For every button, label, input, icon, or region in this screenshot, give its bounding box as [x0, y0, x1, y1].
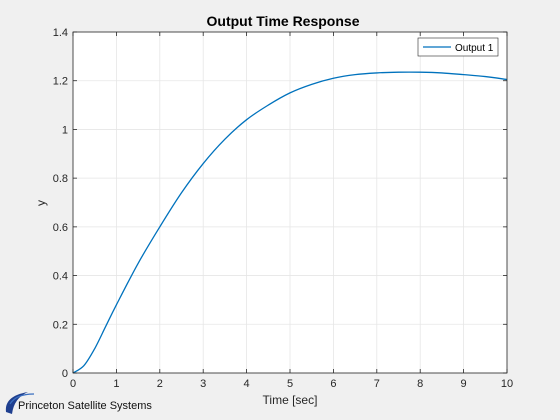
x-tick-labels: 0 1 2 3 4 5 6 7 8 9 10 — [70, 378, 513, 390]
y-tick-label: 0.8 — [53, 173, 68, 185]
company-logo-text: Princeton Satellite Systems — [18, 400, 152, 412]
x-axis-label: Time [sec] — [263, 393, 318, 407]
y-tick-label: 1 — [62, 124, 68, 136]
y-tick-label: 0.2 — [53, 319, 68, 331]
y-tick-labels: 0 0.2 0.4 0.6 0.8 1 1.2 1.4 — [53, 27, 68, 380]
x-tick-label: 4 — [244, 378, 250, 390]
legend-box — [417, 37, 499, 57]
series-line-output-1 — [72, 71, 508, 374]
legend-label-output-1: Output 1 — [455, 43, 494, 54]
company-logo — [5, 392, 35, 414]
y-tick-label: 1.4 — [53, 27, 68, 39]
plot-area — [72, 71, 508, 374]
tick-marks — [72, 31, 508, 374]
y-tick-label: 0.6 — [53, 222, 68, 234]
y-tick-label: 0 — [62, 368, 68, 380]
x-tick-label: 6 — [330, 378, 336, 390]
y-tick-label: 1.2 — [53, 76, 68, 88]
y-axis-label: y — [34, 200, 48, 206]
logo-swoosh-icon — [5, 392, 29, 414]
x-tick-label: 9 — [461, 378, 467, 390]
legend: Output 1 — [417, 37, 499, 57]
x-tick-label: 10 — [501, 378, 513, 390]
x-tick-label: 5 — [287, 378, 293, 390]
logo-swoosh-accent-icon — [9, 393, 35, 405]
x-tick-label: 7 — [374, 378, 380, 390]
chart-title: Output Time Response — [207, 13, 360, 29]
y-tick-label: 0.4 — [53, 271, 68, 283]
x-tick-label: 2 — [157, 378, 163, 390]
x-tick-label: 8 — [417, 378, 423, 390]
x-tick-label: 1 — [113, 378, 119, 390]
x-tick-label: 3 — [200, 378, 206, 390]
x-tick-label: 0 — [70, 378, 76, 390]
